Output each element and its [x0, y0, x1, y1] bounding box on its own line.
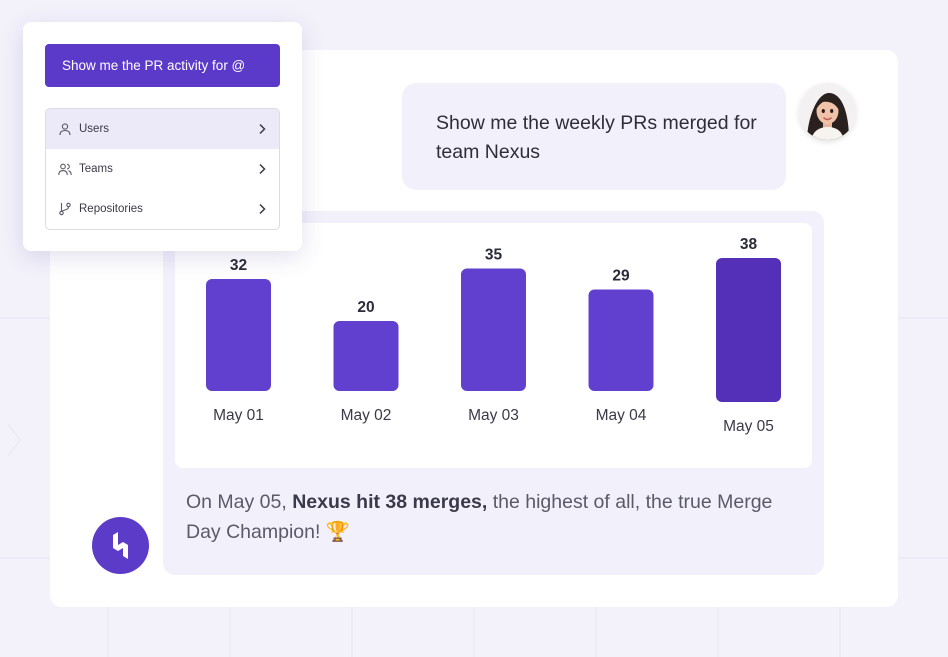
menu-item-users[interactable]: Users [46, 109, 279, 149]
menu-item-label: Teams [79, 163, 113, 175]
team-icon [58, 163, 72, 176]
bolt-icon [113, 532, 128, 559]
menu-item-label: Users [79, 123, 110, 135]
bar-category-label: May 02 [341, 407, 392, 424]
answer-prefix: On May 05, [186, 491, 287, 513]
bar-value-label: 20 [357, 299, 374, 316]
merged-prs-chart: 32 May 01 20 May 02 35 May 03 29 May 04 38 May 05 [175, 223, 812, 468]
mention-popup: Show me the PR activity for @ Users Team… [23, 22, 302, 251]
bar-category-label: May 03 [468, 407, 519, 424]
menu-item-label: Repositories [79, 203, 143, 215]
answer-highlight: Nexus hit 38 merges, [292, 491, 488, 513]
answer-suffix: the highest of all, the true Merge Day C… [186, 491, 773, 543]
user-message-bubble: Show me the weekly PRs merged for team N… [402, 83, 786, 190]
chevron-right-icon [259, 163, 266, 175]
chevron-right-icon [259, 123, 266, 135]
mention-menu: Users Teams Repositori [45, 108, 280, 230]
bar-may-01 [206, 279, 271, 391]
repository-icon [59, 202, 71, 216]
assistant-logo [92, 517, 149, 574]
user-icon [59, 123, 71, 136]
bot-response: 32 May 01 20 May 02 35 May 03 29 May 04 38 May 05… [163, 211, 824, 575]
bar-value-label: 38 [740, 236, 758, 253]
bar-may-04 [588, 289, 654, 391]
bar-may-03 [461, 268, 526, 391]
user-message-text: Show me the weekly PRs merged for team N… [436, 112, 757, 163]
chevron-right-icon [259, 203, 266, 215]
bot-answer-text: On May 05, Nexus hit 38 merges, the high… [186, 487, 786, 547]
bar-value-label: 29 [612, 268, 630, 285]
prompt-suggestion-button[interactable]: Show me the PR activity for @ [45, 44, 280, 87]
bar-category-label: May 04 [596, 407, 647, 424]
bar-may-02 [333, 321, 399, 391]
menu-item-teams[interactable]: Teams [46, 149, 279, 189]
bar-value-label: 32 [230, 257, 247, 274]
bar-category-label: May 05 [723, 418, 774, 435]
bar-value-label: 35 [485, 247, 503, 264]
user-avatar[interactable] [799, 83, 856, 140]
bar-category-label: May 01 [213, 407, 264, 424]
menu-item-repositories[interactable]: Repositories [46, 189, 279, 229]
bar-chart-canvas: 32 May 01 20 May 02 35 May 03 29 May 04 38 May 05 [206, 236, 781, 435]
bar-may-05 [716, 258, 781, 402]
user-avatar-image [799, 83, 856, 140]
